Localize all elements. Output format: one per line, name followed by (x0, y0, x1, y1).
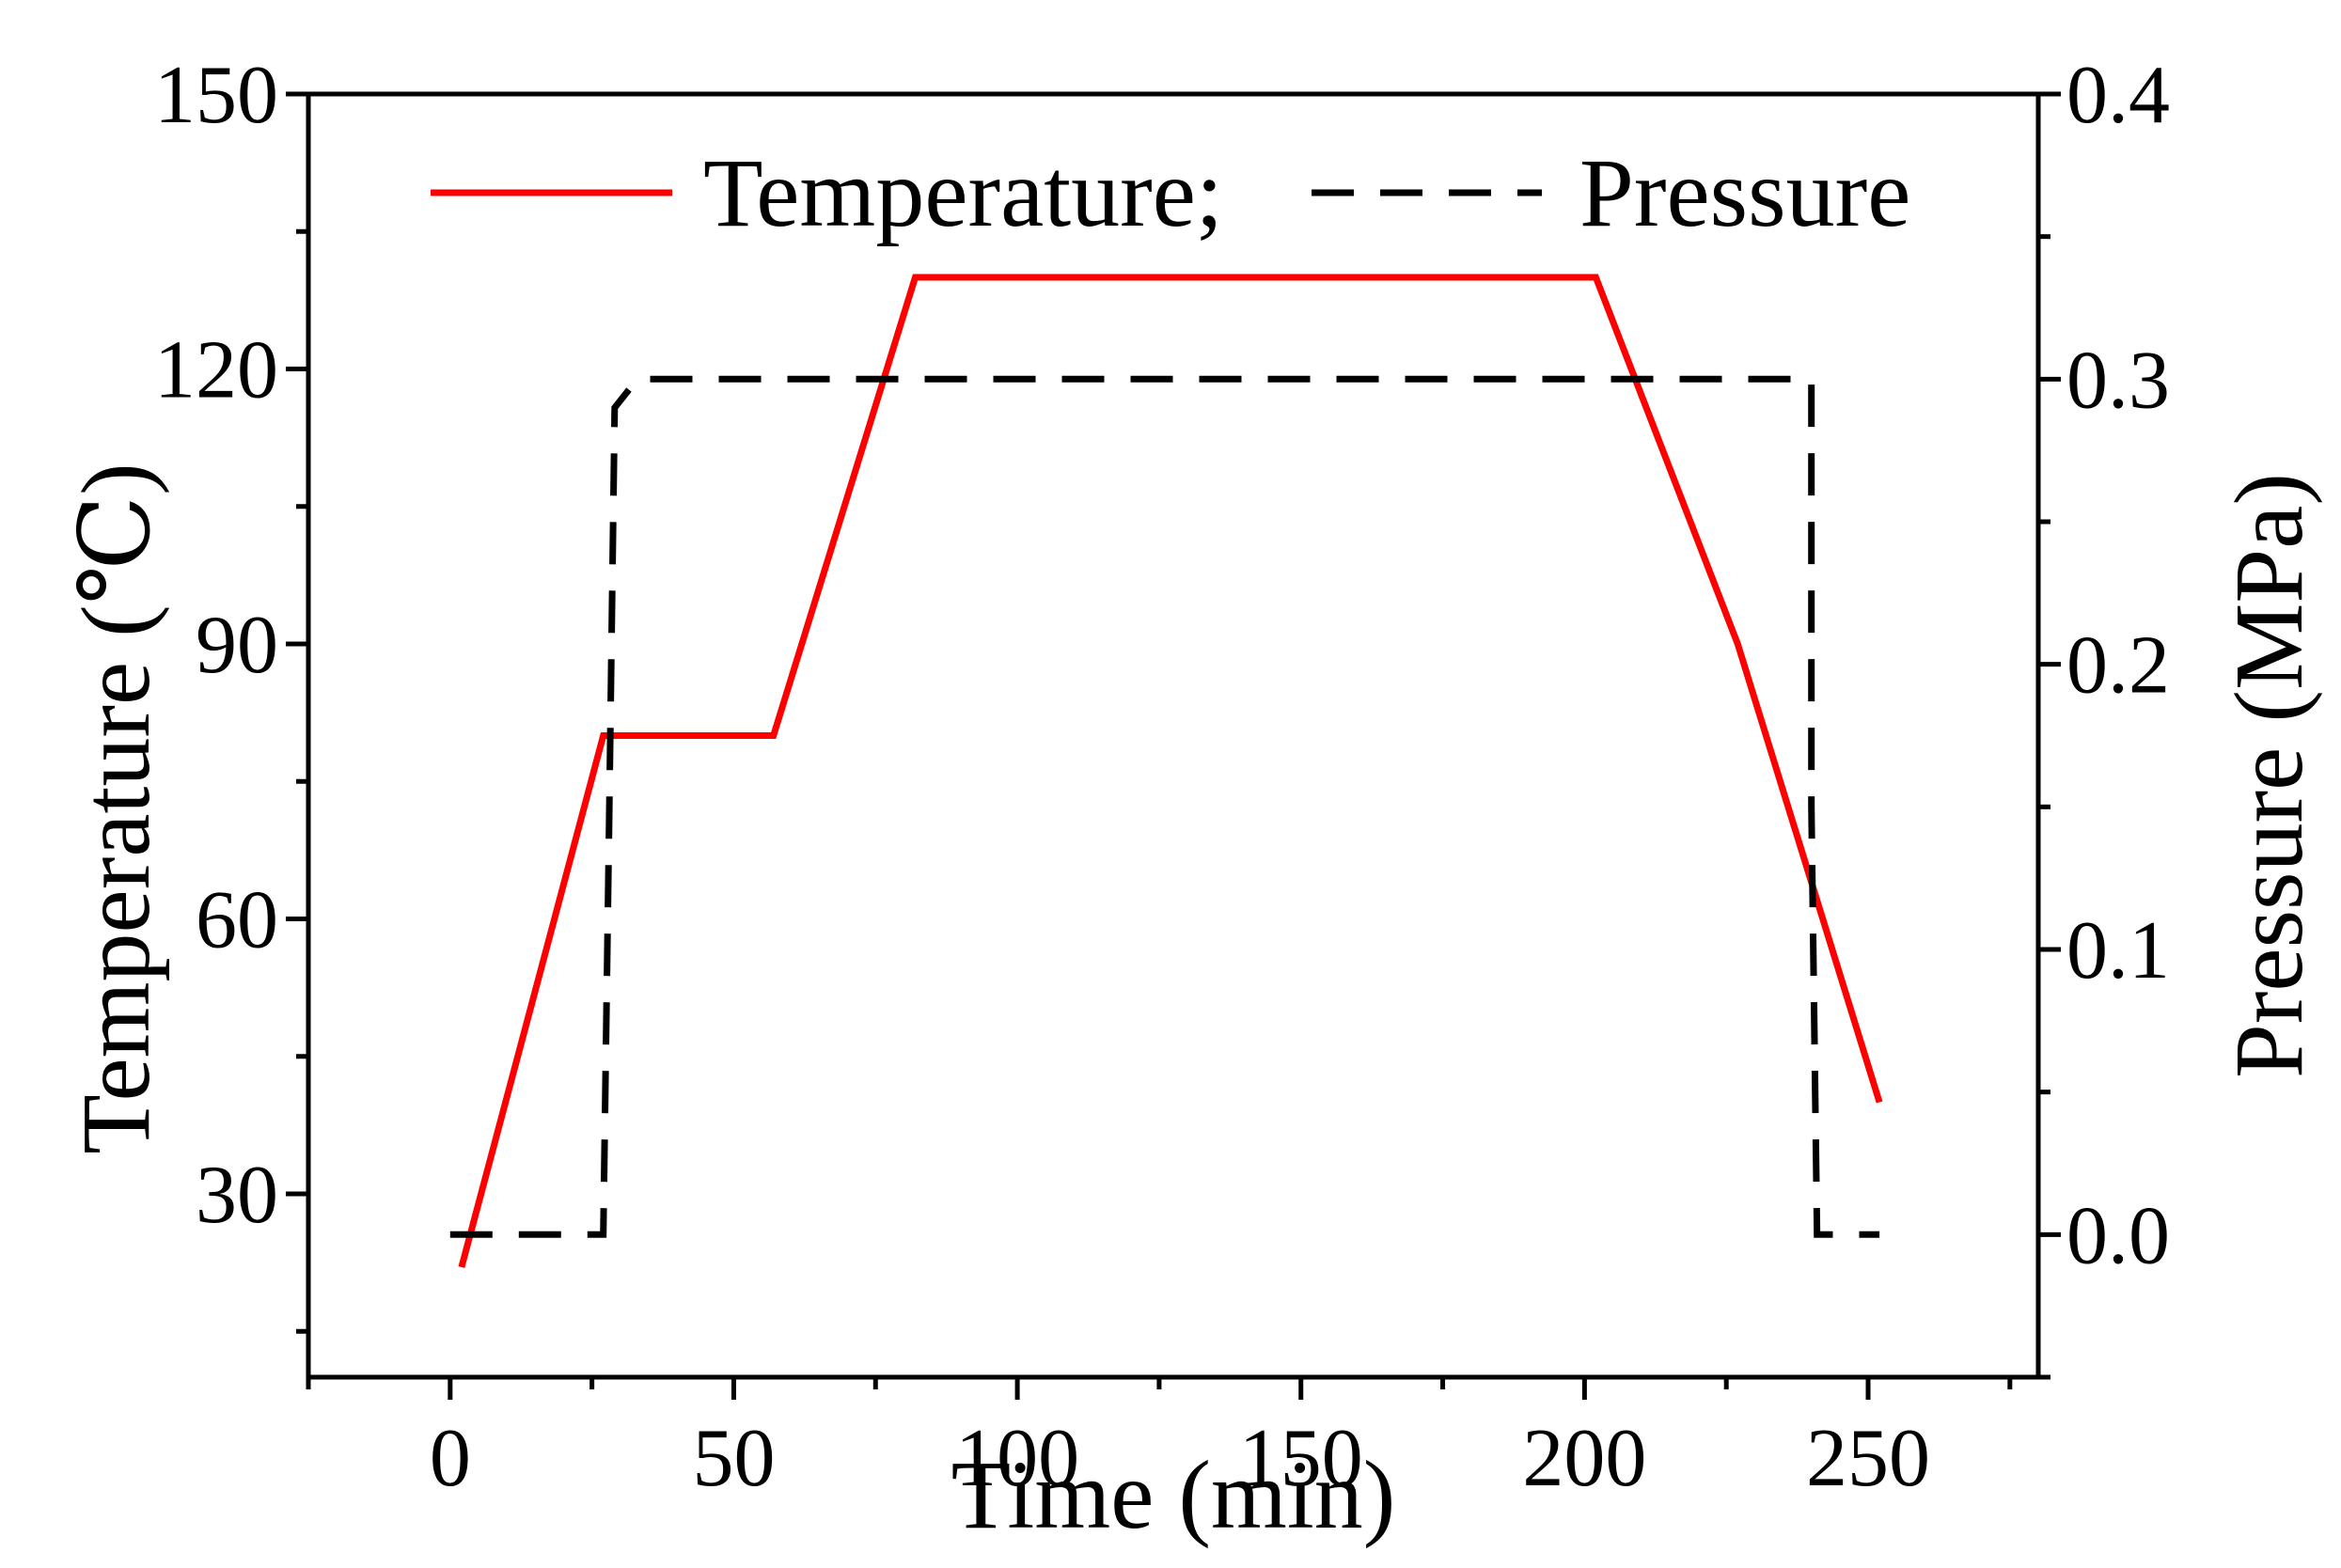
ticks-layer: 0 50 100 150 200 250 30 60 90 120 150 0.0 0.1 0.2 0.3 0… (154, 50, 2170, 1504)
series-layer (449, 274, 1883, 1268)
series-pressure-line (449, 375, 1880, 1238)
y-left-axis-title: Temperature (℃) (62, 463, 170, 1154)
legend: Temperature; Pressure (431, 139, 1910, 247)
y-right-tick-label: 0.3 (2066, 335, 2170, 426)
y-right-tick-label: 0.2 (2066, 620, 2170, 712)
y-right-tick-label: 0.1 (2066, 905, 2170, 996)
series-temperature-line (458, 274, 1883, 1268)
y-right-tick-label: 0.0 (2066, 1190, 2170, 1281)
y-right-tick-label: 0.4 (2066, 50, 2170, 141)
x-tick-label: 0 (430, 1413, 471, 1504)
legend-pressure-label: Pressure (1579, 139, 1910, 247)
y-right-axis-title: Pressure (MPa) (2215, 473, 2323, 1078)
legend-temperature-label: Temperature; (703, 139, 1223, 247)
y-left-tick-label: 150 (154, 50, 278, 141)
x-tick-label: 50 (692, 1413, 775, 1504)
x-tick-label: 200 (1522, 1413, 1646, 1504)
y-left-tick-label: 30 (196, 1150, 278, 1241)
x-tick-label: 150 (1239, 1413, 1363, 1504)
y-left-tick-label: 90 (196, 600, 278, 691)
x-axis-title: Time (min) (951, 1441, 1396, 1549)
y-left-tick-label: 60 (196, 875, 278, 966)
x-tick-label: 250 (1806, 1413, 1930, 1504)
x-tick-label: 100 (955, 1413, 1079, 1504)
y-left-tick-label: 120 (154, 325, 278, 416)
plot-frame (306, 91, 2041, 1380)
